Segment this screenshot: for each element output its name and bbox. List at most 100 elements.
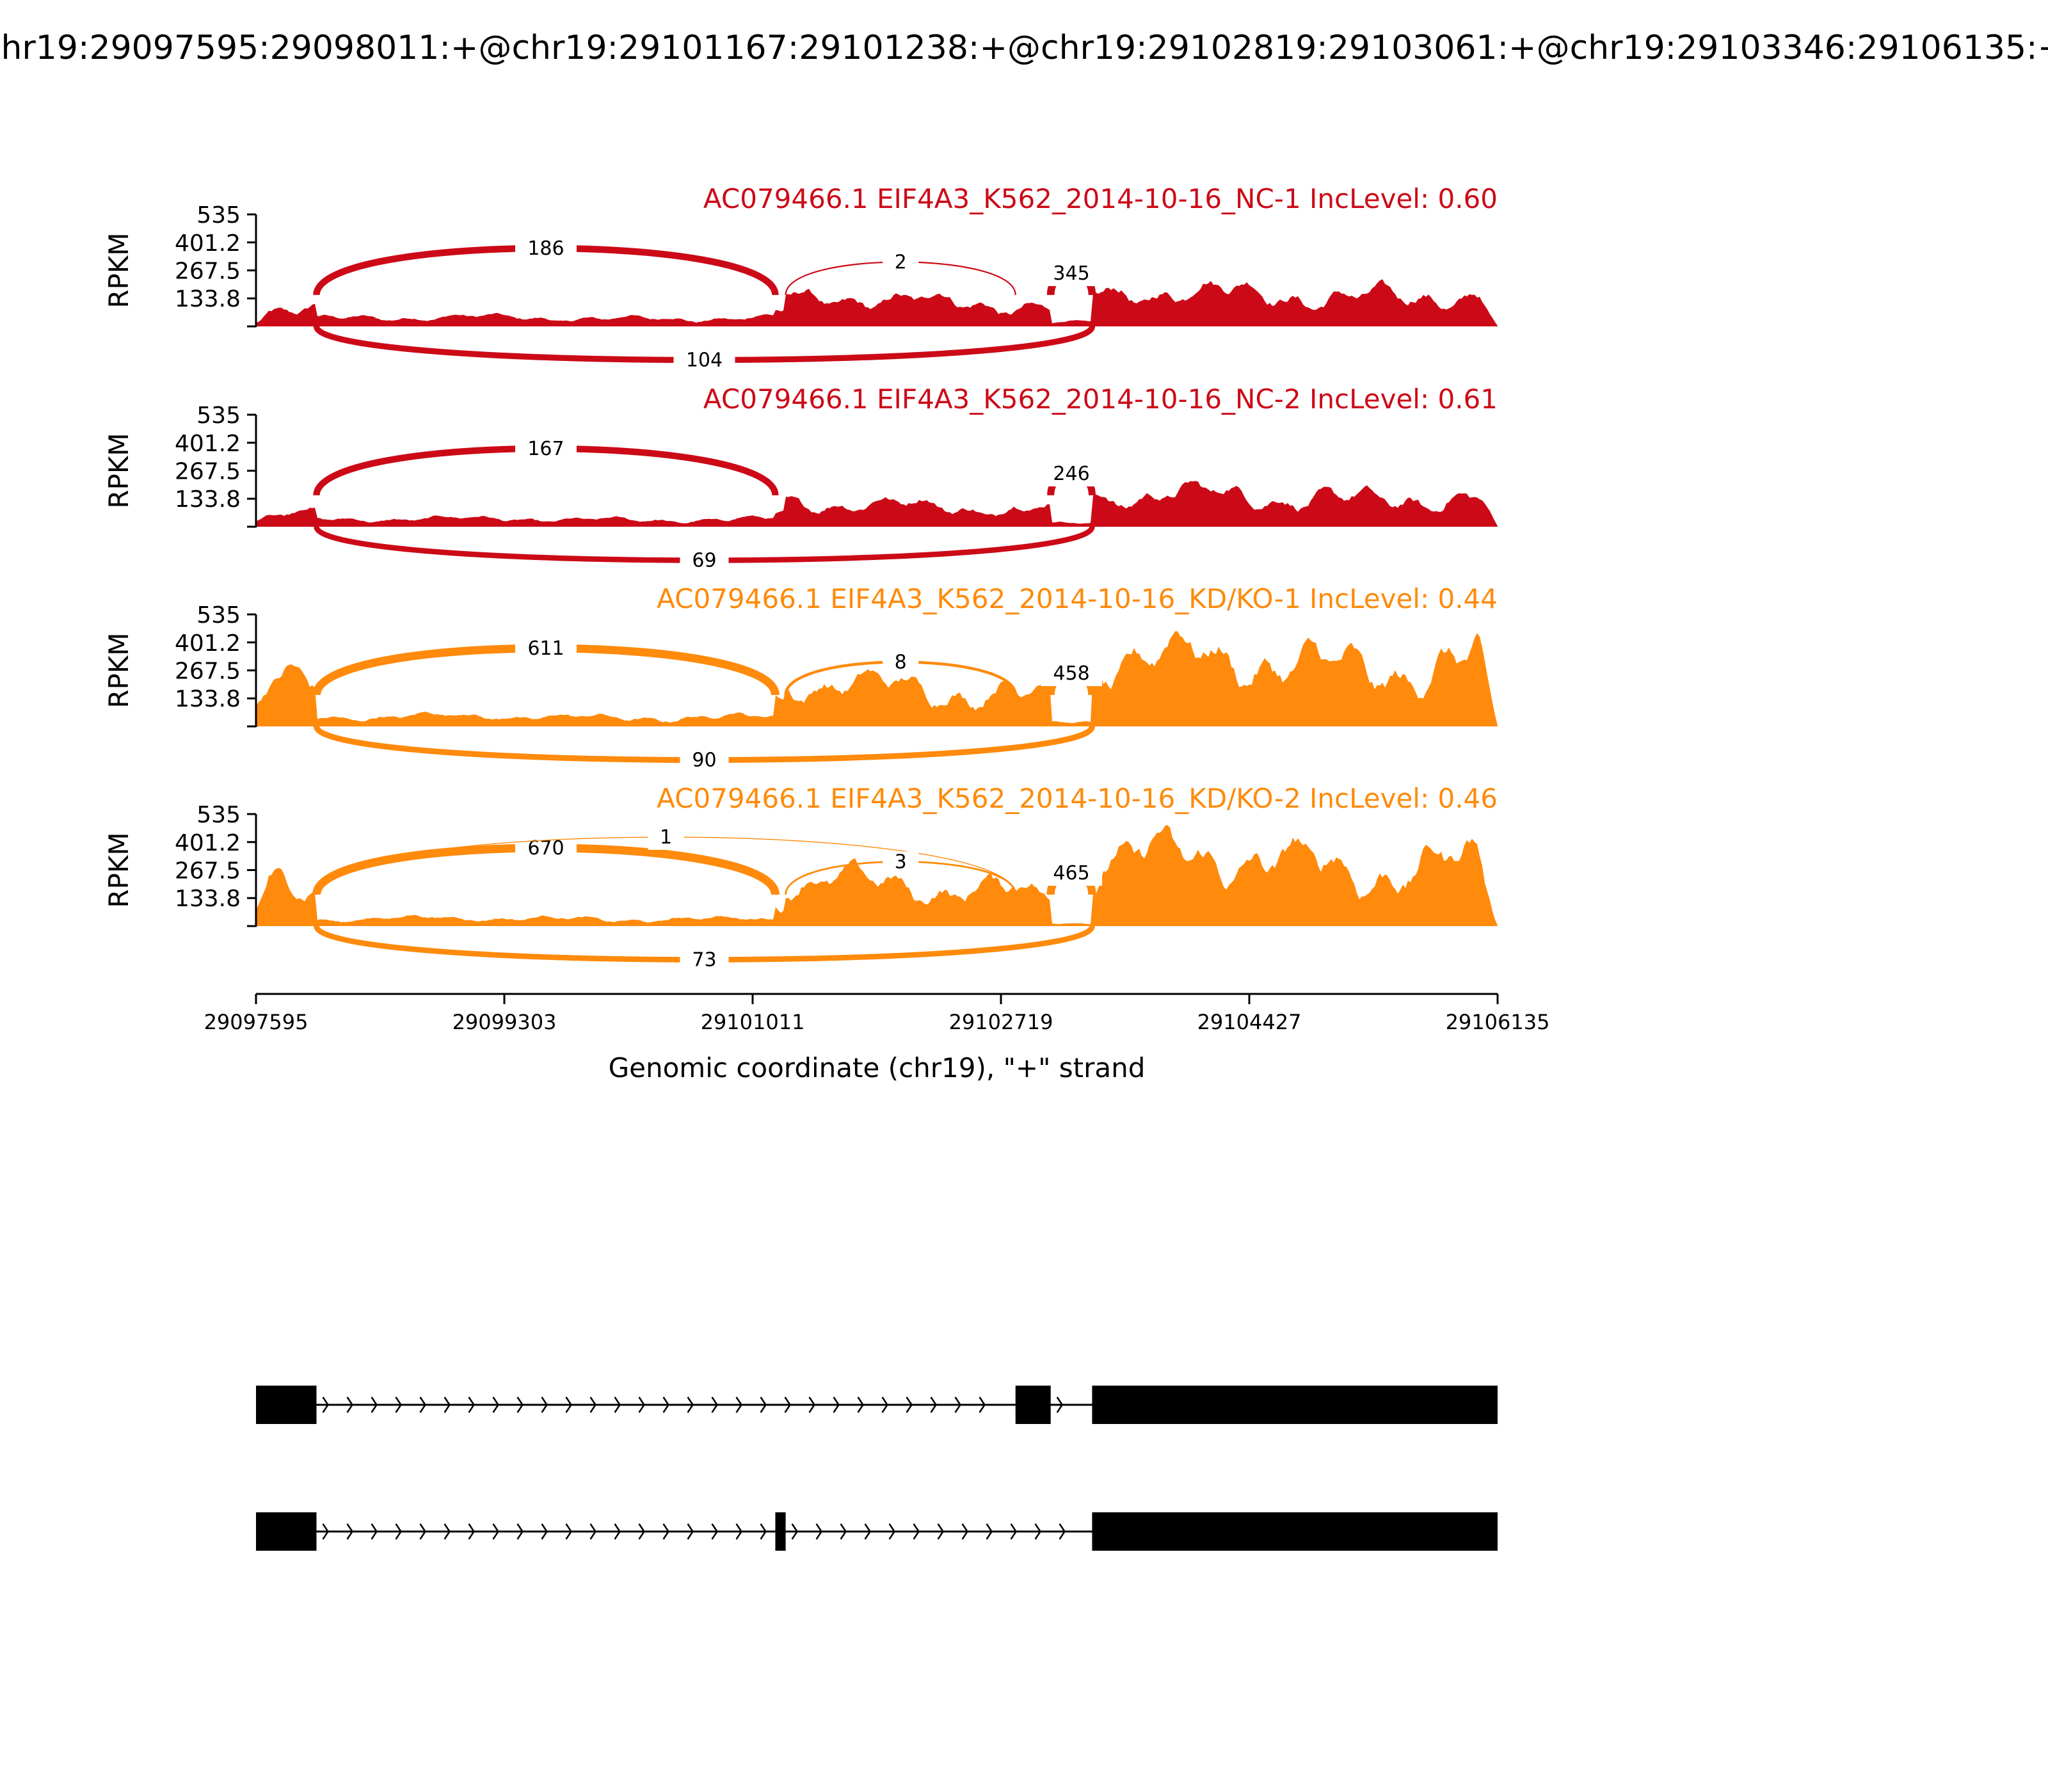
strand-arrow: [1059, 1523, 1066, 1540]
strand-arrow: [937, 1523, 945, 1540]
strand-arrow: [840, 1523, 847, 1540]
junction-label-box: [515, 637, 577, 661]
junction-count: 345: [1053, 262, 1089, 285]
x-tick-label: 29099303: [452, 1010, 557, 1034]
x-tick-label: 29102719: [949, 1010, 1053, 1034]
strand-arrow: [419, 1396, 427, 1413]
y-tick-label: 401.2: [175, 230, 241, 257]
y-axis-label: RPKM: [103, 832, 134, 908]
x-tick-label: 29097595: [204, 1010, 308, 1034]
strand-arrow: [735, 1523, 743, 1540]
panel-title: AC079466.1 EIF4A3_K562_2014-10-16_KD/KO-…: [657, 583, 1498, 614]
strand-arrow: [492, 1396, 500, 1413]
isoform-model: [256, 1386, 1498, 1424]
isoform-models: [256, 1386, 1498, 1551]
strand-arrow: [638, 1523, 646, 1540]
junction-label-box: [673, 349, 735, 373]
junction-label-box: [883, 252, 919, 275]
strand-arrow: [346, 1396, 354, 1413]
strand-arrow: [986, 1523, 993, 1540]
strand-arrow: [638, 1396, 646, 1413]
strand-arrow: [687, 1523, 694, 1540]
strand-arrow: [711, 1396, 719, 1413]
strand-arrow: [614, 1523, 621, 1540]
strand-arrow: [1056, 1396, 1064, 1413]
junction-count: 186: [527, 237, 564, 260]
y-tick-label: 401.2: [175, 630, 241, 657]
y-tick-label: 133.8: [175, 886, 241, 912]
junction-count: 458: [1053, 662, 1089, 685]
exon-block: [775, 1512, 786, 1551]
exon-block: [1015, 1386, 1051, 1424]
strand-arrow: [492, 1523, 500, 1540]
coverage-area: [256, 481, 1498, 527]
x-tick-label: 29106135: [1446, 1010, 1550, 1034]
strand-arrow: [735, 1396, 743, 1413]
x-axis: 29097595 29099303 29101011 29102719 29104427…: [204, 993, 1550, 1034]
strand-arrow: [346, 1523, 354, 1540]
y-tick-label: 133.8: [175, 286, 241, 312]
strand-arrow: [864, 1523, 872, 1540]
x-tick-label: 29101011: [701, 1010, 805, 1034]
strand-arrow: [565, 1523, 573, 1540]
junction-count: 465: [1053, 862, 1089, 884]
junction-count: 73: [692, 949, 716, 972]
strand-arrow: [371, 1396, 378, 1413]
strand-arrow: [468, 1396, 476, 1413]
junction-label-box: [680, 550, 729, 573]
junction-label-box: [1041, 663, 1103, 687]
y-tick-label: 401.2: [175, 431, 241, 457]
junction-label-box: [680, 749, 729, 773]
strand-arrow: [930, 1396, 938, 1413]
strand-arrow: [913, 1523, 920, 1540]
y-tick-label: 401.2: [175, 830, 241, 856]
junction-label-box: [515, 438, 577, 461]
junction-label-box: [1041, 263, 1103, 287]
strand-arrow: [687, 1396, 694, 1413]
y-tick-label: 133.8: [175, 486, 241, 513]
junction-label-box: [883, 851, 919, 875]
strand-arrow: [662, 1523, 670, 1540]
junction-count: 104: [686, 349, 723, 372]
junction-label-box: [515, 237, 577, 261]
strand-arrow: [760, 1396, 767, 1413]
y-tick-label: 267.5: [175, 259, 241, 285]
panel-title: AC079466.1 EIF4A3_K562_2014-10-16_NC-1 I…: [703, 183, 1498, 214]
strand-arrow: [565, 1396, 573, 1413]
exon-block: [1092, 1512, 1498, 1551]
strand-arrow: [395, 1523, 403, 1540]
strand-arrow: [541, 1396, 548, 1413]
y-axis-label: RPKM: [103, 632, 134, 708]
junction-label-box: [1041, 863, 1103, 886]
junction-label-box: [648, 826, 684, 850]
strand-arrow: [833, 1396, 840, 1413]
figure-title: chr19:29097595:29098011:+@chr19:29101167…: [0, 29, 2048, 67]
y-tick-label: 267.5: [175, 459, 241, 485]
x-axis-label: Genomic coordinate (chr19), "+" strand: [609, 1052, 1146, 1084]
junction-label-box: [883, 652, 919, 675]
panel-title: AC079466.1 EIF4A3_K562_2014-10-16_KD/KO-…: [657, 783, 1498, 814]
strand-arrow: [589, 1523, 597, 1540]
strand-arrow: [444, 1523, 451, 1540]
strand-arrow: [614, 1396, 621, 1413]
junction-count: 246: [1053, 463, 1089, 485]
y-tick-label: 535: [196, 802, 241, 828]
junction-label-box: [680, 949, 729, 973]
strand-arrow: [760, 1523, 767, 1540]
strand-arrow: [881, 1396, 889, 1413]
strand-arrow: [322, 1396, 330, 1413]
strand-arrow: [589, 1396, 597, 1413]
strand-arrow: [516, 1396, 524, 1413]
strand-arrow: [906, 1396, 913, 1413]
strand-arrow: [444, 1396, 451, 1413]
strand-arrow: [395, 1396, 403, 1413]
strand-arrow: [322, 1523, 330, 1540]
y-axis-label: RPKM: [103, 433, 134, 508]
junction-count: 3: [895, 851, 907, 873]
y-axis-label: RPKM: [103, 232, 134, 308]
coverage-area: [256, 279, 1498, 326]
